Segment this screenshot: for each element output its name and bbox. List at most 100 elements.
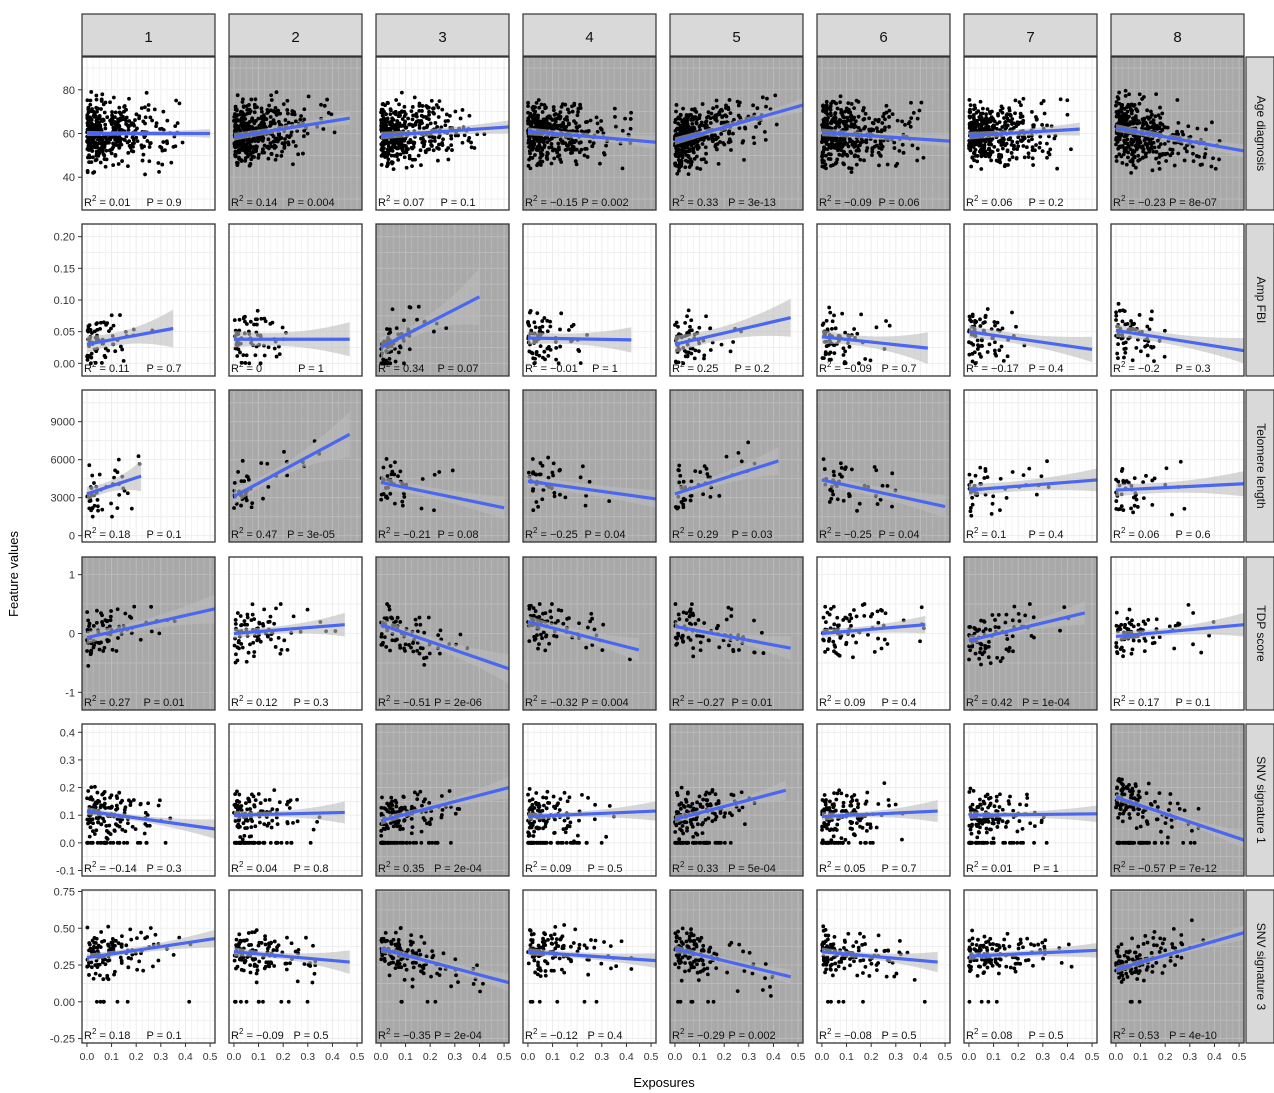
r2-annotation: R2 = −0.21 [378,526,431,541]
data-point [832,351,837,356]
data-point [862,117,867,121]
data-point [1114,499,1119,503]
data-point [689,162,694,166]
data-point [587,479,592,484]
data-point [849,151,854,155]
panels-layer: 1 2 3 4 5 6 7 8 Age diagnosis 40 60 80 R2 = 0.01 P = … [50,13,1274,1063]
data-point [418,148,423,153]
r2-annotation: R2 = 0.06 [966,194,1012,209]
y-tick-label: 0 [69,531,75,543]
data-point [386,144,391,149]
data-point [1014,156,1019,160]
data-point [1134,147,1139,152]
data-point [383,119,388,124]
data-point [838,140,842,145]
data-point [404,125,409,130]
data-point [249,505,254,510]
data-point [714,98,719,103]
data-point [105,115,110,120]
data-point [125,491,130,496]
data-point [534,121,538,125]
data-point [697,116,702,121]
data-point [993,351,998,356]
data-point [736,103,741,108]
data-point [422,139,427,144]
data-point [122,138,127,143]
data-point [701,123,706,128]
data-point [410,157,415,162]
data-point [985,107,990,112]
data-point [388,464,393,468]
data-point [820,150,825,155]
data-point [158,144,163,149]
data-point [92,481,96,485]
data-point [392,153,397,158]
data-point [751,135,756,140]
data-point [1140,97,1144,101]
data-point [97,146,102,151]
data-point [130,142,135,147]
data-point [829,326,834,331]
data-point [985,307,990,311]
r2-annotation: R2 = 0.11 [84,360,130,375]
data-point [821,107,826,112]
data-point [724,454,729,459]
data-point [829,120,834,124]
data-point [253,353,258,358]
data-point [681,479,686,484]
data-point [538,163,543,167]
data-point [282,146,287,150]
r2-annotation: R2 = 0.29 [672,526,718,541]
data-point [686,308,691,313]
data-point [285,98,290,103]
data-point [86,324,91,329]
data-point [95,125,99,130]
data-point [620,128,625,133]
data-point [1038,141,1043,145]
data-point [828,111,833,116]
data-point [967,472,972,477]
data-point [737,126,742,131]
data-point [393,109,398,114]
data-point [1211,156,1215,161]
data-point [689,118,694,122]
p-annotation: P = 0.2 [1029,197,1064,209]
data-point [253,137,258,142]
data-point [991,494,996,499]
data-point [261,136,266,141]
column-strip [522,13,657,57]
data-point [998,476,1003,481]
data-point [156,161,161,165]
data-point [1030,148,1035,153]
data-point [990,501,995,506]
data-point [383,103,387,108]
data-point [968,509,973,514]
data-point [859,312,864,317]
data-point [551,108,556,113]
data-point [388,112,393,117]
data-point [999,155,1004,159]
data-point [833,161,838,166]
data-point [693,348,698,353]
data-point [537,325,542,330]
r2-annotation: R2 = −0.2 [1113,360,1160,375]
data-point [1145,124,1150,128]
data-point [302,128,307,133]
data-point [1024,145,1029,150]
data-point [971,113,976,117]
data-point [717,493,722,498]
data-point [87,354,92,358]
data-point [283,118,288,122]
data-point [822,145,826,150]
data-point [107,140,111,145]
data-point [379,163,384,167]
data-point [887,124,891,129]
data-point [832,313,836,318]
p-annotation: P = 1 [592,363,618,375]
data-point [710,134,715,139]
data-point [838,472,842,477]
data-point [143,105,147,110]
data-point [530,156,535,160]
p-annotation: P = 3e-05 [287,529,335,541]
data-point [976,123,981,128]
